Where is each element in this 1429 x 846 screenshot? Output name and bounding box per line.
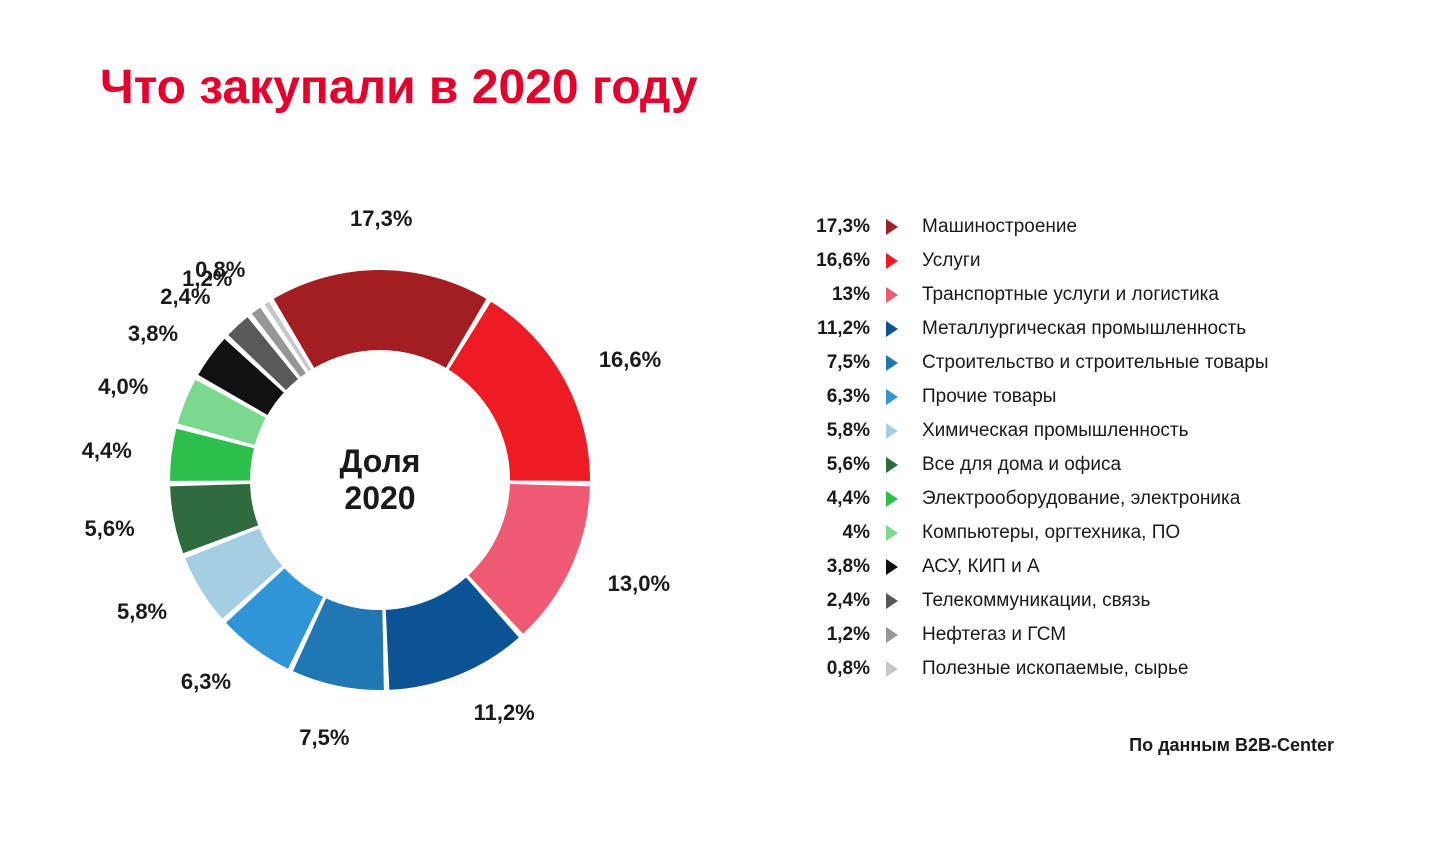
page-title: Что закупали в 2020 году xyxy=(100,60,698,115)
caret-right-icon xyxy=(886,253,898,269)
legend-percent: 7,5% xyxy=(790,352,886,374)
source-attribution: По данным B2B-Center xyxy=(1129,735,1334,756)
caret-right-icon xyxy=(886,389,898,405)
legend-percent: 4% xyxy=(790,522,886,544)
page: Что закупали в 2020 году Доля 2020 17,3%… xyxy=(0,0,1429,846)
legend-item: 1,2% Нефтегаз и ГСМ xyxy=(790,618,1350,652)
legend-percent: 1,2% xyxy=(790,624,886,646)
caret-right-icon xyxy=(886,661,898,677)
legend-label: Машиностроение xyxy=(922,216,1077,238)
legend-percent: 4,4% xyxy=(790,488,886,510)
donut-slice-label: 6,3% xyxy=(181,669,231,695)
legend-item: 13% Транспортные услуги и логистика xyxy=(790,278,1350,312)
legend: 17,3% Машиностроение 16,6% Услуги 13% Транспо… xyxy=(790,210,1350,686)
legend-label: Полезные ископаемые, сырье xyxy=(922,658,1188,680)
legend-percent: 3,8% xyxy=(790,556,886,578)
legend-item: 2,4% Телекоммуникации, связь xyxy=(790,584,1350,618)
donut-slice-label: 17,3% xyxy=(350,206,412,232)
legend-percent: 5,6% xyxy=(790,454,886,476)
caret-right-icon xyxy=(886,457,898,473)
legend-item: 5,6% Все для дома и офиса xyxy=(790,448,1350,482)
donut-slice-label: 4,4% xyxy=(82,438,132,464)
legend-label: Компьютеры, оргтехника, ПО xyxy=(922,522,1180,544)
legend-label: Строительство и строительные товары xyxy=(922,352,1268,374)
legend-item: 16,6% Услуги xyxy=(790,244,1350,278)
legend-percent: 13% xyxy=(790,284,886,306)
legend-item: 3,8% АСУ, КИП и А xyxy=(790,550,1350,584)
caret-right-icon xyxy=(886,219,898,235)
legend-item: 0,8% Полезные ископаемые, сырье xyxy=(790,652,1350,686)
donut-slice-label: 11,2% xyxy=(474,700,535,726)
legend-item: 5,8% Химическая промышленность xyxy=(790,414,1350,448)
caret-right-icon xyxy=(886,321,898,337)
center-line-1: Доля xyxy=(340,443,421,479)
donut-slice-label: 16,6% xyxy=(599,347,661,373)
caret-right-icon xyxy=(886,355,898,371)
caret-right-icon xyxy=(886,525,898,541)
donut-slice-label: 13,0% xyxy=(608,571,670,597)
caret-right-icon xyxy=(886,287,898,303)
donut-slice-label: 7,5% xyxy=(299,725,349,751)
donut-slice-label: 5,8% xyxy=(117,599,167,625)
donut-slice xyxy=(274,270,487,368)
legend-percent: 17,3% xyxy=(790,216,886,238)
caret-right-icon xyxy=(886,559,898,575)
donut-slice-label: 5,6% xyxy=(85,516,135,542)
legend-percent: 0,8% xyxy=(790,658,886,680)
legend-label: Электрооборудование, электроника xyxy=(922,488,1240,510)
legend-item: 11,2% Металлургическая промышленность xyxy=(790,312,1350,346)
caret-right-icon xyxy=(886,423,898,439)
legend-item: 17,3% Машиностроение xyxy=(790,210,1350,244)
donut-slice-label: 0,8% xyxy=(195,257,245,283)
legend-percent: 11,2% xyxy=(790,318,886,340)
legend-item: 7,5% Строительство и строительные товары xyxy=(790,346,1350,380)
donut-center-text: Доля 2020 xyxy=(80,443,680,517)
legend-item: 6,3% Прочие товары xyxy=(790,380,1350,414)
legend-label: Телекоммуникации, связь xyxy=(922,590,1150,612)
legend-label: Услуги xyxy=(922,250,980,272)
legend-label: Транспортные услуги и логистика xyxy=(922,284,1219,306)
legend-percent: 2,4% xyxy=(790,590,886,612)
legend-label: АСУ, КИП и А xyxy=(922,556,1040,578)
caret-right-icon xyxy=(886,593,898,609)
legend-label: Все для дома и офиса xyxy=(922,454,1121,476)
legend-label: Металлургическая промышленность xyxy=(922,318,1246,340)
center-line-2: 2020 xyxy=(344,480,415,516)
legend-percent: 6,3% xyxy=(790,386,886,408)
legend-item: 4% Компьютеры, оргтехника, ПО xyxy=(790,516,1350,550)
legend-label: Прочие товары xyxy=(922,386,1056,408)
legend-percent: 5,8% xyxy=(790,420,886,442)
legend-label: Нефтегаз и ГСМ xyxy=(922,624,1066,646)
legend-item: 4,4% Электрооборудование, электроника xyxy=(790,482,1350,516)
donut-chart: Доля 2020 17,3% 16,6% 13,0% 11,2% 7,5% 6,3% 5,… xyxy=(80,180,680,780)
caret-right-icon xyxy=(886,491,898,507)
legend-percent: 16,6% xyxy=(790,250,886,272)
donut-slice-label: 3,8% xyxy=(128,321,178,347)
legend-label: Химическая промышленность xyxy=(922,420,1188,442)
caret-right-icon xyxy=(886,627,898,643)
donut-slice-label: 4,0% xyxy=(98,374,148,400)
